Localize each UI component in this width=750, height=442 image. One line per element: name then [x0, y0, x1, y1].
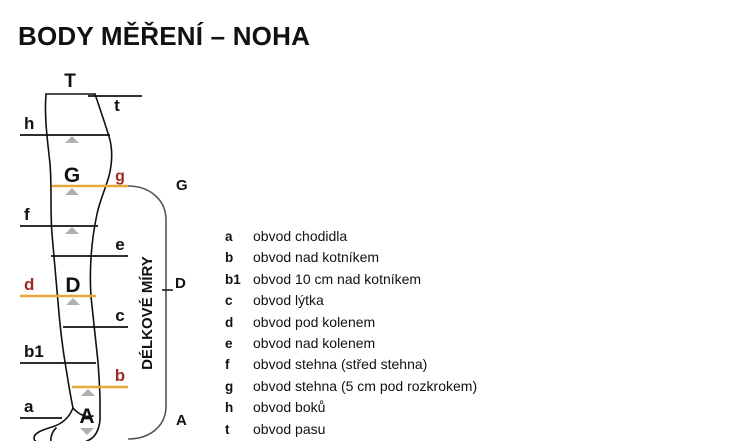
legend-key: f: [225, 357, 230, 373]
bracket-label-A: A: [176, 412, 187, 429]
arrow-marker-b-icon: [81, 389, 95, 396]
arrow-marker-d-icon: [66, 298, 80, 305]
marker-label-f: f: [24, 205, 30, 224]
legend-item: g obvod stehna (5 cm pod rozkrokem): [215, 378, 735, 399]
marker-label-e: e: [115, 235, 124, 254]
measurement-legend: a obvod chodidla b obvod nad kotníkem b1…: [215, 228, 735, 442]
legend-item: h obvod boků: [215, 399, 735, 420]
arrow-marker-g-icon: [65, 188, 79, 195]
legend-description: obvod nad kotníkem: [253, 249, 380, 266]
marker-label-a: a: [24, 397, 34, 416]
page-title: BODY MĚŘENÍ – NOHA: [18, 21, 311, 51]
legend-item: f obvod stehna (střed stehna): [215, 356, 735, 377]
bracket-label-D: D: [175, 275, 186, 292]
legend-description: obvod nad kolenem: [253, 334, 376, 351]
legend-key: b1: [225, 271, 241, 287]
legend-description: obvod stehna (5 cm pod rozkrokem): [253, 377, 478, 394]
marker-label-h: h: [24, 114, 34, 133]
legend-key: d: [225, 314, 234, 330]
legend-key: a: [225, 229, 233, 244]
bracket-label-G: G: [176, 177, 188, 194]
legend-item: d obvod pod kolenem: [215, 314, 735, 335]
legend-key: b: [225, 250, 234, 266]
marker-label-b1: b1: [24, 342, 44, 361]
legend-description: obvod pod kolenem: [253, 313, 376, 330]
marker-label-D: D: [65, 274, 80, 297]
legend-item: t obvod pasu: [215, 421, 735, 442]
legend-description: obvod boků: [253, 399, 326, 416]
marker-label-T: T: [64, 71, 76, 92]
legend-key: e: [225, 335, 233, 351]
marker-label-c: c: [115, 306, 124, 325]
legend-item: e obvod nad kolenem: [215, 335, 735, 356]
legend-description: obvod pasu: [253, 420, 326, 437]
leg-outline-icon: [33, 93, 113, 441]
marker-label-G: G: [64, 164, 80, 187]
leg-measurement-diagram: T t h G g f e d D c b1 b: [0, 58, 230, 441]
marker-label-t: t: [114, 96, 120, 115]
length-measure-bracket-label: DÉLKOVÉ MÍRY: [139, 256, 156, 370]
legend-description: obvod chodidla: [253, 228, 348, 244]
arrow-marker-f-icon: [65, 227, 79, 234]
legend-description: obvod stehna (střed stehna): [253, 356, 428, 373]
legend-key: t: [225, 421, 230, 437]
legend-item: c obvod lýtka: [215, 292, 735, 313]
arrow-marker-a-icon: [80, 428, 94, 435]
marker-label-d: d: [24, 275, 34, 294]
arrow-marker-h-icon: [65, 136, 79, 143]
legend-key: c: [225, 293, 233, 309]
legend-item: b obvod nad kotníkem: [215, 249, 735, 270]
marker-label-b: b: [115, 366, 125, 385]
marker-label-g: g: [115, 168, 125, 185]
length-measure-bracket: [127, 185, 167, 440]
legend-description: obvod lýtka: [253, 292, 324, 309]
legend-item: b1 obvod 10 cm nad kotníkem: [215, 271, 735, 292]
legend-key: g: [225, 378, 234, 394]
legend-description: obvod 10 cm nad kotníkem: [253, 270, 422, 287]
legend-key: h: [225, 400, 234, 416]
legend-item: a obvod chodidla: [215, 228, 735, 249]
marker-label-A: A: [79, 405, 94, 428]
